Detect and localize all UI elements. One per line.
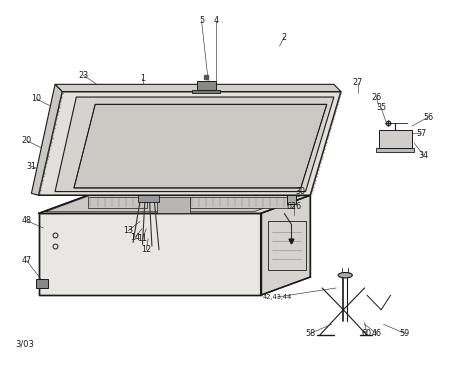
Text: 10: 10 xyxy=(31,95,41,103)
Text: 48: 48 xyxy=(22,216,32,225)
Text: 58: 58 xyxy=(305,329,315,338)
Polygon shape xyxy=(190,197,294,208)
Text: 26: 26 xyxy=(371,93,382,101)
Polygon shape xyxy=(197,81,216,90)
Text: 30: 30 xyxy=(296,187,306,196)
Polygon shape xyxy=(55,84,341,92)
Text: 31: 31 xyxy=(27,162,36,171)
Text: 59: 59 xyxy=(400,329,410,338)
Polygon shape xyxy=(88,197,147,208)
Ellipse shape xyxy=(338,273,352,278)
Text: 14: 14 xyxy=(130,233,140,242)
Polygon shape xyxy=(379,130,412,148)
Text: 27: 27 xyxy=(352,78,363,87)
Polygon shape xyxy=(38,92,341,195)
Polygon shape xyxy=(261,195,310,295)
Polygon shape xyxy=(31,84,62,195)
Polygon shape xyxy=(46,193,307,212)
Text: 12: 12 xyxy=(141,245,151,254)
Polygon shape xyxy=(74,104,327,188)
Text: 1: 1 xyxy=(140,74,145,83)
Polygon shape xyxy=(192,90,220,93)
Text: 57: 57 xyxy=(416,129,427,138)
Polygon shape xyxy=(36,279,48,288)
Text: 5: 5 xyxy=(199,16,204,25)
Text: 11: 11 xyxy=(137,234,147,243)
Text: 56: 56 xyxy=(423,112,433,122)
Text: 4: 4 xyxy=(213,16,218,25)
Polygon shape xyxy=(55,97,334,192)
Polygon shape xyxy=(287,162,296,204)
Text: 46: 46 xyxy=(372,329,382,338)
Text: 42,43,44: 42,43,44 xyxy=(263,294,292,300)
Text: 35: 35 xyxy=(376,103,386,112)
Text: 60: 60 xyxy=(362,329,372,338)
Text: 23: 23 xyxy=(78,71,89,80)
Polygon shape xyxy=(38,195,310,214)
Text: 47: 47 xyxy=(22,256,32,265)
Text: 13: 13 xyxy=(123,226,133,235)
Text: 20: 20 xyxy=(22,136,32,145)
Text: 3/03: 3/03 xyxy=(15,340,34,349)
Polygon shape xyxy=(156,197,190,214)
Text: 2: 2 xyxy=(282,32,287,42)
Text: 34: 34 xyxy=(419,151,428,160)
Polygon shape xyxy=(38,214,261,295)
Text: 626: 626 xyxy=(286,201,301,211)
Polygon shape xyxy=(376,148,414,151)
Polygon shape xyxy=(138,195,159,203)
